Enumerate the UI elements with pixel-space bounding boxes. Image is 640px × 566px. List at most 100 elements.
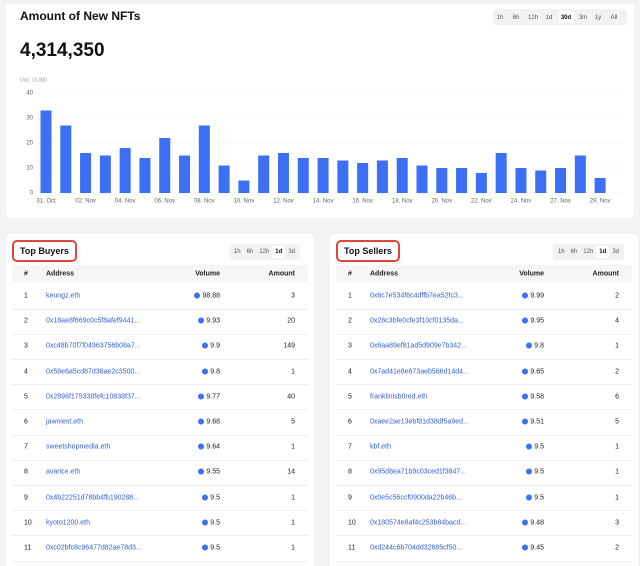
row-divider — [12, 459, 308, 461]
address[interactable]: 0x4b22251d78bb4fb190288... — [46, 494, 140, 502]
x-tick-label: 29. Nov — [590, 199, 611, 205]
period-button[interactable]: All — [611, 15, 618, 21]
row-divider — [336, 409, 632, 411]
bar — [436, 168, 448, 193]
period-button[interactable]: 1d — [272, 246, 286, 258]
period-button[interactable]: 12h — [528, 15, 538, 21]
volume: 9.8 — [526, 342, 544, 350]
address[interactable]: 0xc48b70f7f04963756b08a7... — [46, 342, 141, 350]
amount: 14 — [287, 468, 295, 476]
address[interactable]: 0x58e6a5cd87d38ae2c3500... — [46, 368, 141, 376]
period-button[interactable]: 3d — [612, 249, 619, 255]
address[interactable]: franklinisb0red.eth — [370, 393, 428, 401]
x-tick-label: 31. Oct — [36, 199, 56, 205]
period-button[interactable]: 1y — [595, 15, 601, 21]
address[interactable]: 0xc02bfc8c96477d82ae78d3... — [46, 544, 142, 552]
period-button[interactable]: 6h — [246, 249, 254, 255]
volume-value: 9.95 — [530, 317, 544, 325]
volume: 9.8 — [202, 368, 220, 375]
amount: 1 — [291, 544, 295, 552]
volume-value: 9.68 — [206, 418, 220, 426]
eth-icon — [198, 418, 205, 425]
address[interactable]: jawniest.eth — [46, 418, 83, 426]
period-button[interactable]: 3m — [579, 15, 587, 21]
row-divider — [12, 409, 308, 411]
volume-value: 9.5 — [210, 519, 220, 527]
x-tick-label: 08. Nov — [194, 199, 215, 205]
rank: 5 — [348, 393, 352, 401]
amount: 1 — [615, 342, 619, 350]
address[interactable]: 0x0e5c56ccf0900da22b46b... — [370, 494, 462, 502]
address[interactable]: 0x28c3bfe0cfe3f10cf0135da... — [370, 317, 464, 325]
period-button[interactable]: 1d — [596, 246, 610, 258]
rank: 11 — [24, 544, 32, 552]
row-divider — [336, 384, 632, 386]
volume-value: 9.77 — [206, 393, 220, 401]
table-card: Top Buyers 1h 6h 12h 1d 3d # Address Volume Amoun… — [6, 234, 314, 566]
rank: 10 — [24, 519, 32, 527]
address[interactable]: 0xaee2ae13ebf81d38df5a9ed... — [370, 418, 469, 426]
address[interactable]: keungz.eth — [46, 292, 81, 300]
address[interactable]: 0x95d8ea71b9c03ced1f3847... — [370, 468, 467, 476]
x-tick-label: 27. Nov — [550, 199, 571, 205]
chart-title: Amount of New NFTs — [20, 9, 141, 23]
row-divider — [336, 459, 632, 461]
period-button[interactable]: 1h — [497, 15, 504, 21]
row-divider — [12, 434, 308, 436]
rank: 3 — [24, 342, 28, 350]
volume: 9.5 — [526, 443, 544, 451]
period-button[interactable]: 30d — [561, 15, 572, 21]
row-divider — [12, 560, 308, 562]
period-button[interactable]: 1h — [233, 249, 241, 255]
bar — [376, 160, 388, 193]
x-tick-label: 18. Nov — [392, 199, 413, 205]
y-tick-label: 20 — [26, 141, 33, 147]
period-button[interactable]: 1h — [557, 249, 565, 255]
row-divider — [336, 560, 632, 562]
eth-icon — [526, 468, 533, 475]
eth-icon — [198, 443, 205, 450]
period-button[interactable]: 12h — [583, 249, 594, 255]
bar — [495, 153, 507, 193]
eth-icon — [202, 342, 209, 349]
period-button[interactable]: 3d — [288, 249, 295, 255]
period-button[interactable]: 6h — [570, 249, 578, 255]
rank: 4 — [348, 368, 352, 376]
address[interactable]: 0x180574e8af4c253b84bacd... — [370, 519, 467, 527]
bar — [80, 153, 92, 193]
eth-icon — [522, 519, 529, 526]
amount: 40 — [287, 393, 295, 401]
address[interactable]: 0x2896f175338fefc10838f37... — [46, 393, 141, 401]
bar — [594, 178, 606, 193]
volume: 9.99 — [522, 292, 544, 300]
amount: 149 — [283, 342, 295, 350]
period-bar: 1h 6h 12h 1d 3d — [552, 244, 624, 260]
row-divider — [12, 359, 308, 360]
volume: 9.58 — [522, 393, 544, 400]
volume: 9.95 — [522, 317, 544, 325]
bar — [238, 180, 250, 193]
eth-icon — [522, 317, 529, 324]
address[interactable]: avarice.eth — [46, 468, 81, 476]
volume-value: 9.5 — [534, 468, 544, 476]
period-button[interactable]: 6h — [513, 15, 520, 21]
volume-value: 9.58 — [530, 393, 544, 401]
address[interactable]: sweetshopmedia.eth — [46, 443, 111, 451]
address[interactable]: 0xd244c6b704dd32685cf50... — [370, 544, 463, 552]
eth-icon — [522, 393, 529, 400]
y-tick-label: 40 — [26, 91, 33, 97]
volume-value: 9.99 — [530, 292, 544, 300]
bar — [337, 160, 349, 193]
address[interactable]: 0x18ae8f669c0c5f8afef9441... — [46, 317, 141, 325]
address[interactable]: 0x6aa89ef81ad5d909e7b342... — [370, 342, 467, 350]
rank: 9 — [24, 494, 28, 502]
address[interactable]: 0x6c7e534f8c4dffb7ea52fc3... — [370, 292, 464, 300]
address[interactable]: kbf.eth — [370, 443, 392, 451]
volume: 9.51 — [522, 418, 544, 426]
period-button[interactable]: 12h — [259, 249, 270, 255]
period-button[interactable]: 1d — [546, 15, 553, 21]
row-divider — [336, 535, 632, 537]
address[interactable]: 0x7ad41e8e873aeb586d14d4... — [370, 368, 469, 376]
address[interactable]: kyoto1200.eth — [46, 519, 90, 527]
